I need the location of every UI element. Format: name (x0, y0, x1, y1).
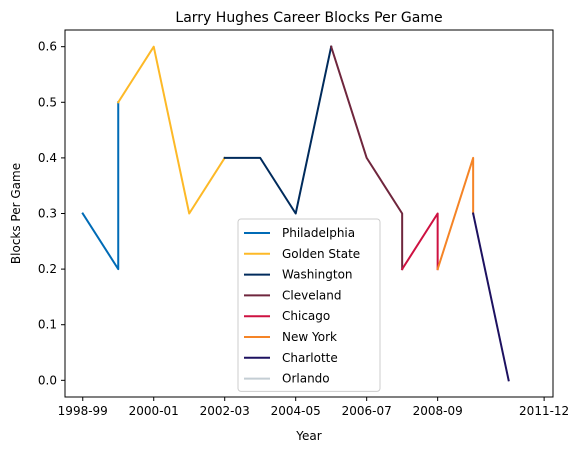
y-tick-label: 0.2 (38, 262, 57, 276)
y-tick-label: 0.3 (38, 207, 57, 221)
x-tick-label: 2000-01 (129, 404, 179, 418)
x-tick-label: 1998-99 (58, 404, 108, 418)
x-axis-ticks: 1998-99 2000-01 2002-03 2004-05 2006-07 2008-… (58, 397, 569, 418)
y-axis-ticks: 0.0 0.1 0.2 0.3 0.4 0.5 0.6 (38, 40, 65, 387)
plot-lines (81, 45, 510, 382)
x-tick-label: 2006-07 (342, 404, 392, 418)
series-line-philadelphia (81, 101, 120, 271)
legend-label-washington: Washington (282, 268, 353, 282)
y-tick-label: 0.0 (38, 373, 57, 387)
series-line-charlotte (471, 212, 510, 382)
series-line-chicago (400, 212, 439, 271)
x-axis-label: Year (295, 429, 321, 443)
chart-title: Larry Hughes Career Blocks Per Game (175, 10, 442, 26)
x-tick-label: 2004-05 (271, 404, 321, 418)
y-tick-label: 0.6 (38, 40, 57, 54)
x-tick-label: 2008-09 (413, 404, 463, 418)
legend-label-new-york: New York (282, 330, 337, 344)
series-line-washington (223, 45, 333, 215)
legend-label-philadelphia: Philadelphia (282, 226, 355, 240)
legend-label-cleveland: Cleveland (282, 288, 342, 302)
series-line-cleveland (329, 45, 404, 271)
legend-label-golden-state: Golden State (282, 247, 360, 261)
y-axis-label: Blocks Per Game (9, 163, 23, 264)
x-tick-label: 2002-03 (200, 404, 250, 418)
legend-label-charlotte: Charlotte (282, 351, 338, 365)
legend-label-orlando: Orlando (282, 372, 330, 386)
series-line-golden-state (116, 45, 227, 215)
y-tick-label: 0.1 (38, 318, 57, 332)
y-tick-label: 0.5 (38, 95, 57, 109)
legend: Philadelphia Golden State Washington Clevel… (237, 218, 381, 392)
legend-box (237, 218, 381, 392)
x-tick-label: 2011-12 (519, 404, 569, 418)
y-tick-label: 0.4 (38, 151, 57, 165)
legend-label-chicago: Chicago (282, 309, 330, 323)
series-line-new-york (436, 156, 475, 271)
